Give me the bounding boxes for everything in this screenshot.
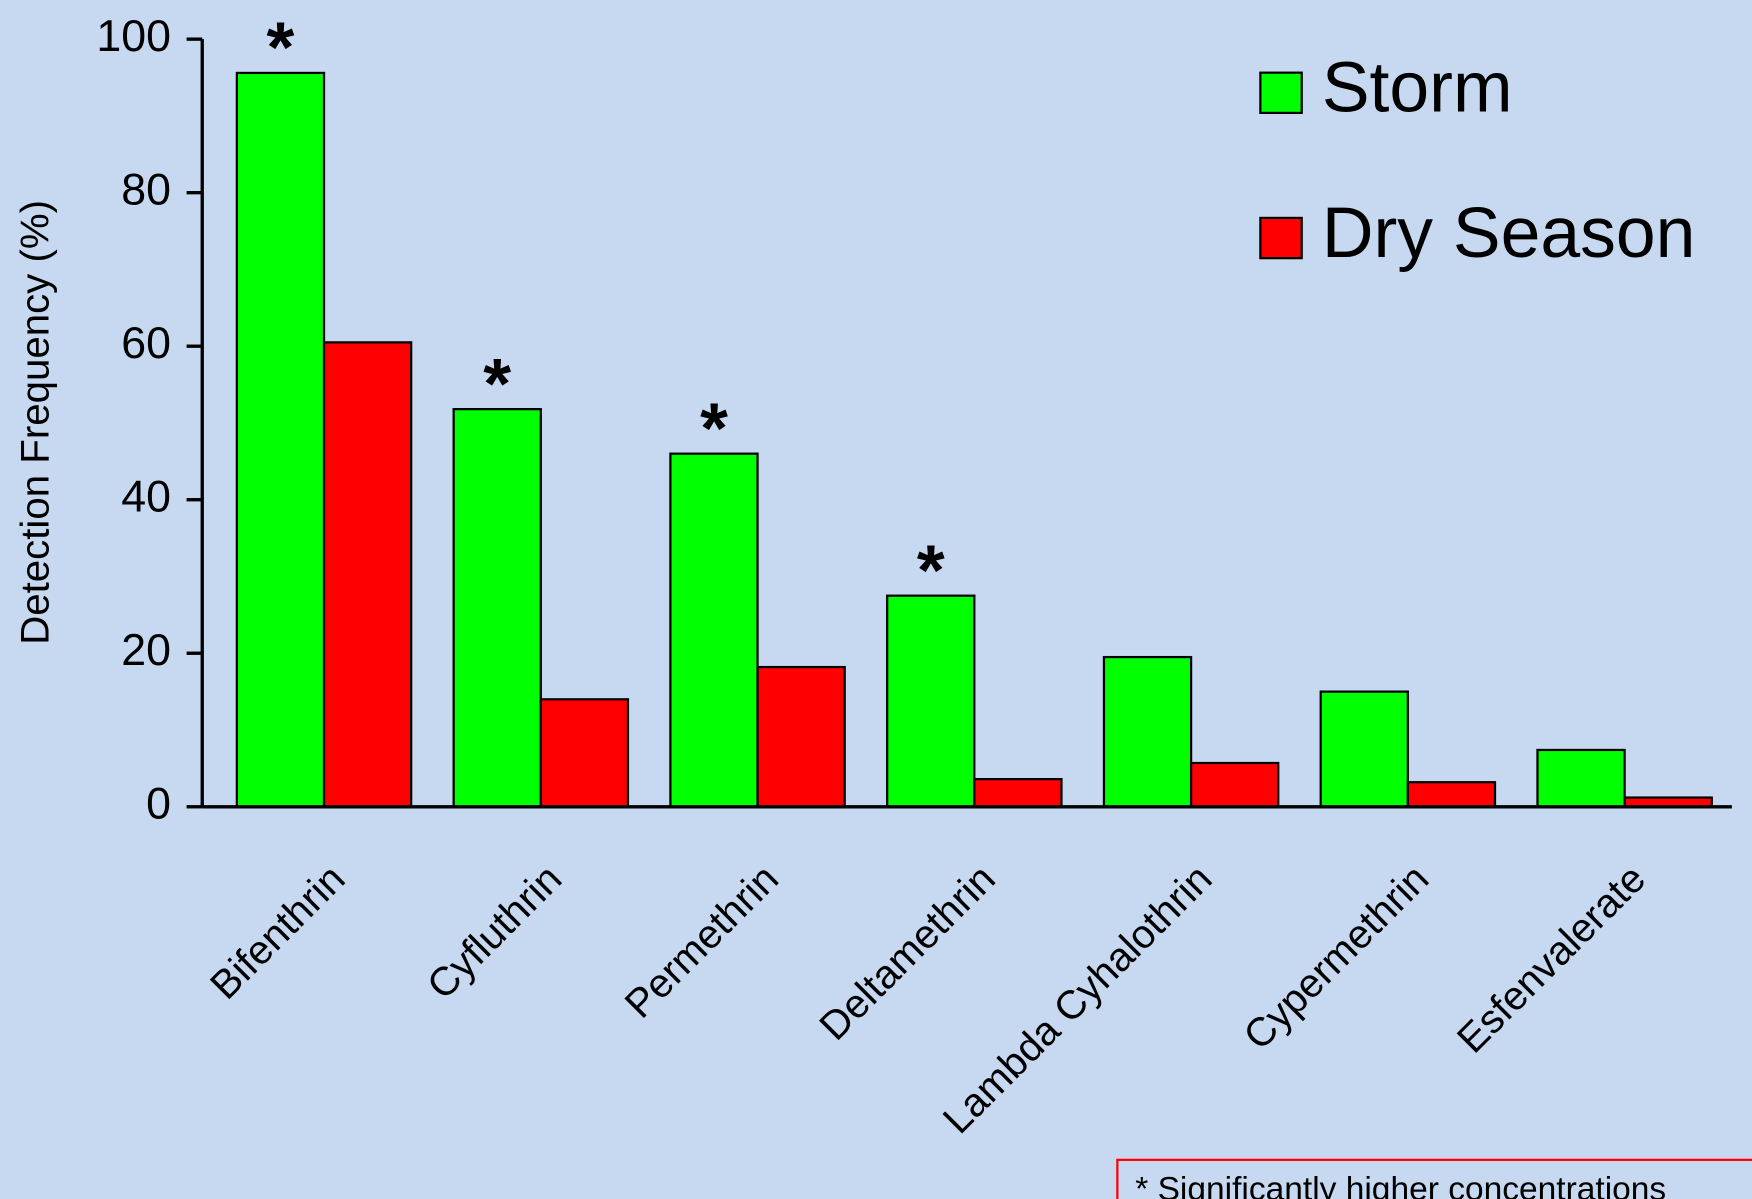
y-tick-label: 40 — [121, 473, 171, 522]
legend-label: Dry Season — [1322, 193, 1696, 273]
y-tick-label: 80 — [121, 165, 171, 214]
bar — [1406, 781, 1497, 808]
bar — [539, 698, 630, 808]
y-tick-label: 100 — [96, 12, 171, 61]
significance-marker: * — [917, 530, 945, 610]
significance-marker: * — [267, 8, 295, 88]
bar — [452, 408, 542, 808]
bar — [235, 71, 326, 808]
bar — [973, 778, 1063, 808]
note-box — [1116, 1158, 1752, 1199]
y-tick-label: 0 — [146, 780, 171, 829]
bar — [886, 594, 976, 808]
bar — [756, 665, 846, 808]
y-tick-label: 60 — [121, 319, 171, 368]
legend-label: Storm — [1322, 48, 1513, 128]
y-tick-label: 20 — [121, 626, 171, 675]
significance-marker: * — [700, 388, 728, 468]
bar — [669, 452, 759, 808]
bar — [1319, 690, 1409, 808]
legend-swatch — [1259, 216, 1303, 260]
bar — [1102, 655, 1193, 808]
bar — [1536, 748, 1626, 808]
significance-marker: * — [483, 344, 511, 424]
bar — [1189, 761, 1280, 808]
bar — [322, 341, 413, 808]
y-axis-label: Detection Frequency (%) — [13, 200, 58, 645]
note: * Significantly higher concentrations — [1135, 1171, 1666, 1199]
legend-swatch — [1259, 71, 1303, 115]
